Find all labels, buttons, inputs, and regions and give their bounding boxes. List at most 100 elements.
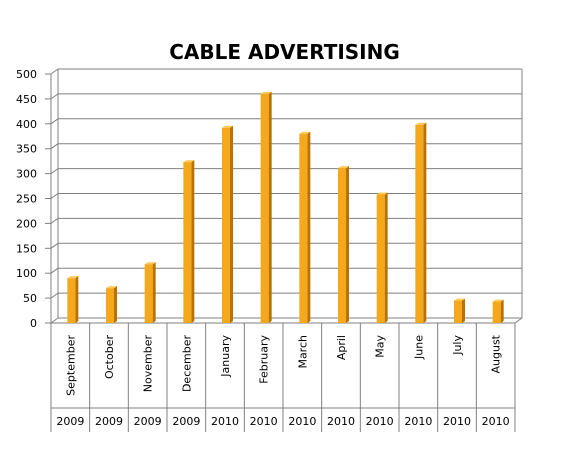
bar <box>260 91 272 323</box>
bar-side <box>423 122 427 324</box>
gridline-depth <box>50 242 59 249</box>
bar-top <box>67 276 79 279</box>
bar-top <box>415 122 427 125</box>
bar-front <box>144 264 153 323</box>
gridline-depth <box>50 292 59 299</box>
bar-top <box>338 166 349 169</box>
x-category-label: June <box>412 335 425 360</box>
y-tick-label: 300 <box>16 168 37 181</box>
bar-side <box>462 298 465 323</box>
x-year-label: 2010 <box>482 415 510 428</box>
gridline-depth <box>50 317 59 324</box>
y-tick-label: 100 <box>16 267 37 280</box>
bar-top <box>106 286 117 289</box>
x-year-label: 2010 <box>443 415 471 428</box>
bar-front <box>338 168 346 323</box>
bar <box>454 298 465 323</box>
x-year-label: 2009 <box>134 415 162 428</box>
x-category-label: February <box>258 335 271 384</box>
bar-top <box>260 91 272 94</box>
bar-front <box>415 124 424 324</box>
y-tick-label: 0 <box>30 317 37 330</box>
bar-front <box>454 300 462 323</box>
y-tick-label: 150 <box>16 242 37 255</box>
x-year-label: 2010 <box>327 415 355 428</box>
bar-top <box>144 262 156 265</box>
bar-top <box>492 299 504 302</box>
bar-side <box>75 276 79 323</box>
bar-side <box>268 91 272 323</box>
bar-side <box>191 160 195 323</box>
bars <box>67 91 504 324</box>
bar <box>492 299 504 323</box>
gridline-depth <box>50 143 59 150</box>
x-category-label: September <box>64 335 77 396</box>
bar-side <box>384 192 388 323</box>
bar-top <box>183 160 195 163</box>
bar-top <box>454 298 465 301</box>
axes <box>45 69 523 432</box>
bar <box>183 160 195 323</box>
bar-side <box>346 166 349 323</box>
gridline-depth <box>50 168 59 175</box>
bar-top <box>376 192 388 195</box>
x-category-label: April <box>335 335 348 360</box>
y-tick-label: 400 <box>16 118 37 131</box>
x-category-label: August <box>490 334 503 373</box>
gridline-depth <box>50 267 59 274</box>
axis-labels: 0 50 100 150 200 250 300 350 400 450 500 September 2… <box>16 68 510 428</box>
bar-front <box>260 93 269 323</box>
x-year-label: 2010 <box>366 415 394 428</box>
bar <box>299 131 311 323</box>
bar-side <box>307 131 311 323</box>
bar-side <box>114 286 117 323</box>
bar <box>144 262 156 323</box>
gridline-depth <box>50 217 59 224</box>
bar-front <box>106 288 114 323</box>
y-tick-label: 200 <box>16 217 37 230</box>
gridline-depth <box>50 93 59 100</box>
x-year-label: 2009 <box>172 415 200 428</box>
x-category-label: November <box>142 335 155 393</box>
bar-front <box>492 301 501 323</box>
bar <box>338 166 349 323</box>
bar <box>415 122 427 324</box>
bar <box>106 286 117 323</box>
bar-front <box>222 127 230 323</box>
bar-front <box>67 278 76 323</box>
bar-front <box>183 162 192 323</box>
x-category-label: May <box>374 335 387 358</box>
y-tick-label: 500 <box>16 68 37 81</box>
floor-edge <box>514 317 523 324</box>
gridline-depth <box>50 68 59 75</box>
bar-front <box>299 133 308 323</box>
y-tick-label: 450 <box>16 93 37 106</box>
bar-top <box>222 125 233 128</box>
y-tick-label: 50 <box>23 292 37 305</box>
x-category-label: March <box>296 335 309 369</box>
x-category-label: January <box>219 335 232 378</box>
y-tick-label: 250 <box>16 193 37 206</box>
chart-title: CABLE ADVERTISING <box>169 40 400 64</box>
x-category-label: October <box>103 335 116 379</box>
bar-side <box>500 299 504 323</box>
bar-side <box>152 262 156 323</box>
x-category-label: December <box>180 335 193 393</box>
x-year-label: 2010 <box>288 415 316 428</box>
x-year-label: 2010 <box>250 415 278 428</box>
gridline-depth <box>50 193 59 199</box>
bar <box>67 276 79 323</box>
y-tick-label: 350 <box>16 143 37 156</box>
x-year-label: 2009 <box>95 415 123 428</box>
bar-front <box>376 194 385 323</box>
x-year-label: 2010 <box>404 415 432 428</box>
x-year-label: 2009 <box>56 415 84 428</box>
bar <box>376 192 388 323</box>
bar-top <box>299 131 311 134</box>
x-year-label: 2010 <box>211 415 239 428</box>
x-category-label: July <box>451 335 464 356</box>
bar-side <box>230 125 233 323</box>
gridline-depth <box>50 118 59 125</box>
bar <box>222 125 233 323</box>
